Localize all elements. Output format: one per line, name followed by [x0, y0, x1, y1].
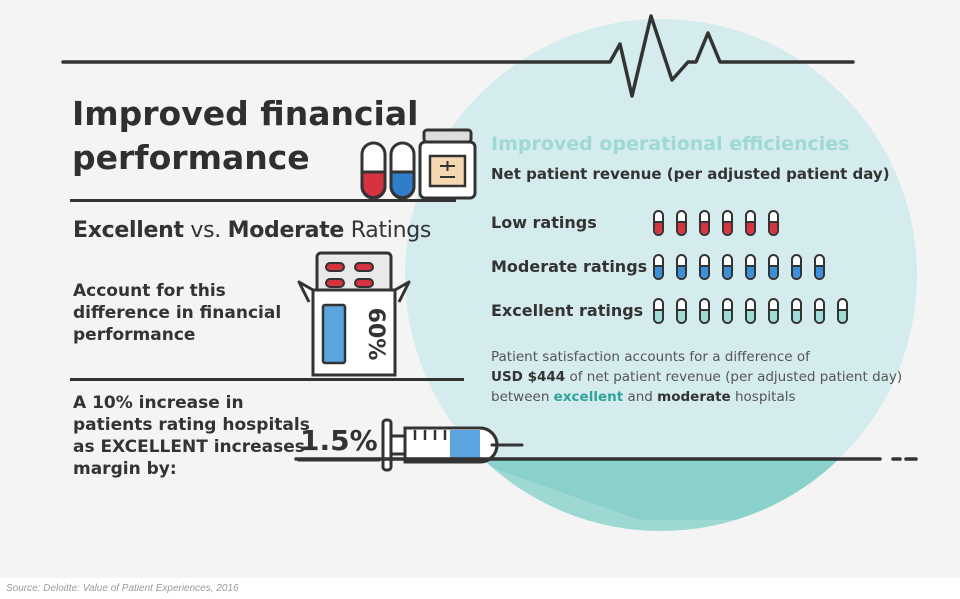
- note-hospitals: hospitals: [730, 389, 796, 405]
- note-line-2: of net patient revenue (per adjusted pat…: [565, 369, 903, 385]
- note-and: and: [623, 389, 658, 405]
- title-line-1: Improved financial: [72, 94, 419, 133]
- capsule-icon: [653, 210, 664, 236]
- row-label-moderate: Moderate ratings: [491, 257, 648, 276]
- capsule-icon: [768, 254, 779, 280]
- capsule-icon: [722, 298, 733, 324]
- pill-box-icon: 60%: [297, 251, 411, 377]
- note-line-1: Patient satisfaction accounts for a diff…: [491, 349, 810, 365]
- efficiency-title: Improved operational efficiencies: [491, 133, 850, 155]
- account-line-1: Account for this: [73, 281, 226, 301]
- increase-line-3: as EXCELLENT increases: [73, 437, 305, 457]
- capsule-icon: [837, 298, 848, 324]
- efficiency-subtitle: Net patient revenue (per adjusted patien…: [491, 165, 890, 183]
- note-between: between: [491, 389, 554, 405]
- note-excellent: excellent: [553, 389, 624, 405]
- capsule-icon: [653, 254, 664, 280]
- capsule-icon: [699, 254, 710, 280]
- infographic-panel: Improved financial performance Excellent…: [0, 0, 960, 578]
- account-line-2: difference in financial: [73, 303, 282, 323]
- capsule-icon: [814, 254, 825, 280]
- pill-row-low: [653, 210, 779, 236]
- pills-and-jar-icon: [360, 128, 477, 200]
- capsule-icon: [814, 298, 825, 324]
- increase-line-1: A 10% increase in: [73, 393, 244, 413]
- increase-line-4: margin by:: [73, 459, 177, 479]
- capsule-icon: [676, 254, 687, 280]
- capsule-icon: [768, 298, 779, 324]
- moderate-word: Moderate: [227, 218, 345, 243]
- ground-line: [294, 457, 918, 461]
- capsule-icon: [745, 254, 756, 280]
- margin-value: 1.5%: [300, 424, 378, 457]
- source-caption: Source: Deloitte: Value of Patient Exper…: [6, 583, 239, 594]
- capsule-icon: [745, 298, 756, 324]
- capsule-icon: [722, 254, 733, 280]
- box-percent-label: 60%: [363, 308, 388, 361]
- capsule-icon: [745, 210, 756, 236]
- increase-line-2: patients rating hospitals: [73, 415, 310, 435]
- row-label-excellent: Excellent ratings: [491, 301, 644, 320]
- ratings-subtitle: Excellent vs. Moderate Ratings: [73, 218, 431, 243]
- account-text: Account for this difference in financial…: [73, 280, 281, 346]
- excellent-word: Excellent: [73, 218, 184, 243]
- note-amount: USD $444: [491, 369, 566, 385]
- vs-word: vs.: [183, 218, 228, 243]
- ratings-word: Ratings: [344, 218, 432, 243]
- note-moderate: moderate: [657, 389, 731, 405]
- pill-row-moderate: [653, 254, 825, 280]
- heartbeat-line-icon: [61, 14, 855, 98]
- middle-divider: [70, 378, 464, 381]
- capsule-icon: [768, 210, 779, 236]
- capsule-icon: [791, 298, 802, 324]
- capsule-icon: [699, 298, 710, 324]
- capsule-icon: [791, 254, 802, 280]
- pill-row-excellent: [653, 298, 848, 324]
- increase-text: A 10% increase in patients rating hospit…: [73, 392, 310, 480]
- capsule-icon: [676, 210, 687, 236]
- page-title: Improved financial performance: [72, 92, 432, 180]
- capsule-icon: [699, 210, 710, 236]
- title-line-2: performance: [72, 138, 310, 177]
- title-divider: [70, 199, 456, 202]
- row-label-low: Low ratings: [491, 213, 597, 232]
- efficiency-note: Patient satisfaction accounts for a diff…: [491, 347, 911, 407]
- capsule-icon: [722, 210, 733, 236]
- capsule-icon: [653, 298, 664, 324]
- capsule-icon: [676, 298, 687, 324]
- account-line-3: performance: [73, 325, 196, 345]
